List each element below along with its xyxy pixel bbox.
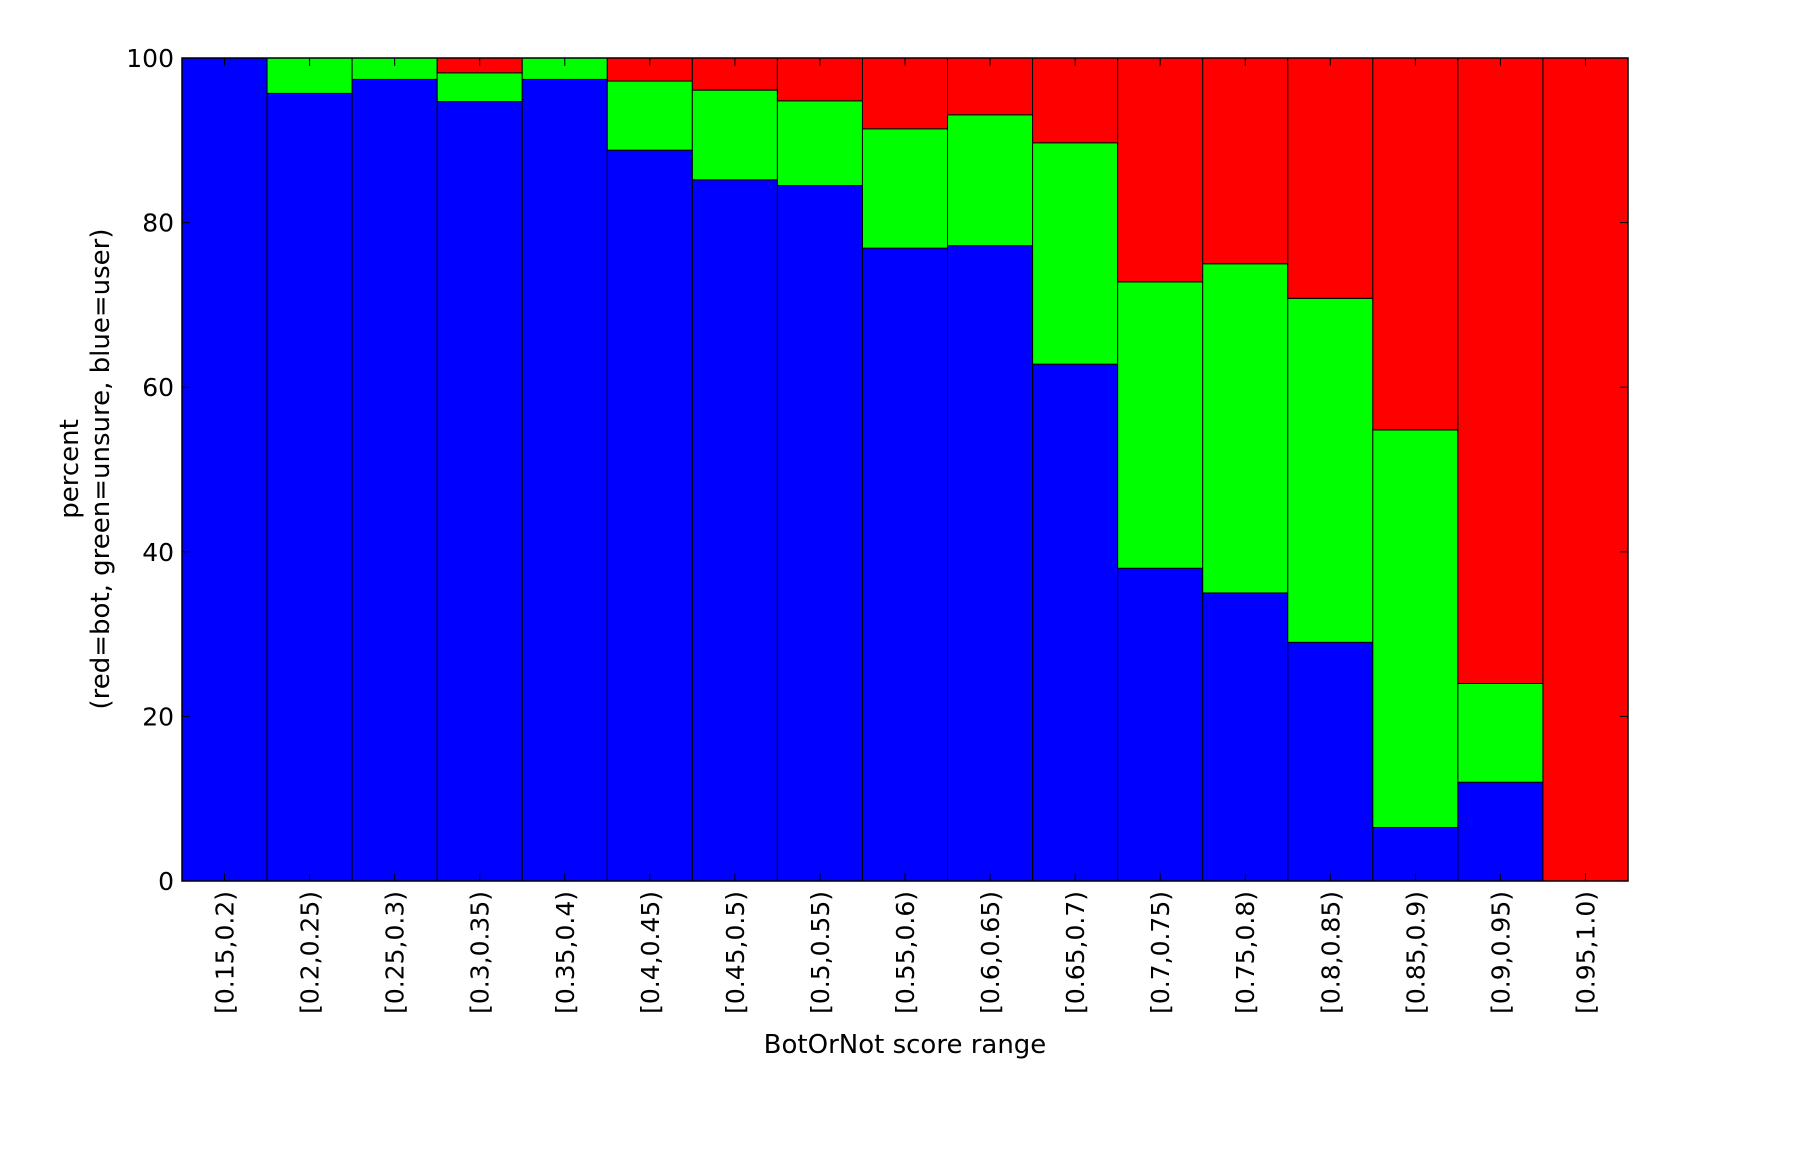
bar-user-1 — [266, 92, 353, 882]
x-tick-label-12: [0.75,0.8) — [1231, 891, 1260, 1014]
bar-bot-13 — [1287, 57, 1374, 299]
bar-unsure-11 — [1117, 281, 1204, 569]
x-tick-label-8: [0.55,0.6) — [891, 891, 920, 1014]
x-tick-label-13: [0.8,0.85) — [1316, 891, 1345, 1014]
bar-bot-16 — [1542, 57, 1629, 882]
x-tick-label-7: [0.5,0.55) — [806, 891, 835, 1014]
x-tick-label-0: [0.15,0.2) — [211, 891, 240, 1014]
bar-bot-10 — [1032, 57, 1119, 144]
y-tick-label-4: 80 — [142, 209, 174, 238]
x-tick-label-6: [0.45,0.5) — [721, 891, 750, 1014]
bar-user-3 — [436, 101, 523, 882]
y-axis-title-line1: percent — [55, 419, 85, 519]
bar-user-9 — [947, 245, 1034, 882]
ticks-layer — [182, 57, 1628, 882]
bar-user-8 — [861, 247, 949, 882]
y-tick-label-1: 20 — [142, 702, 174, 731]
bar-user-7 — [776, 185, 863, 882]
bar-unsure-13 — [1287, 297, 1374, 643]
plot-frame — [181, 57, 1629, 882]
bar-unsure-7 — [776, 100, 863, 187]
bar-user-11 — [1117, 567, 1204, 882]
bars-layer — [181, 57, 1629, 882]
x-tick-label-5: [0.4,0.45) — [636, 891, 665, 1014]
bar-user-4 — [521, 78, 608, 882]
bar-bot-9 — [947, 57, 1034, 116]
x-tick-label-15: [0.9,0.95) — [1486, 891, 1515, 1014]
bar-unsure-10 — [1032, 142, 1119, 365]
bar-unsure-12 — [1202, 263, 1289, 594]
x-tick-label-14: [0.85,0.9) — [1401, 891, 1430, 1014]
x-tick-label-3: [0.3,0.35) — [466, 891, 495, 1014]
bar-user-15 — [1457, 781, 1544, 882]
bar-bot-8 — [861, 57, 949, 130]
y-tick-label-2: 40 — [142, 538, 174, 567]
bar-bot-11 — [1117, 57, 1204, 283]
x-tick-label-11: [0.7,0.75) — [1146, 891, 1175, 1014]
y-tick-label-3: 60 — [142, 373, 174, 402]
x-tick-label-10: [0.65,0.7) — [1061, 891, 1090, 1014]
bar-unsure-9 — [947, 114, 1034, 247]
bar-user-13 — [1287, 641, 1374, 882]
labels-layer: 0 20 40 60 80 100 [0.15,0.2) [0.2,0.25) [0.25,0.… — [126, 44, 1600, 1014]
bar-unsure-8 — [861, 128, 949, 249]
bar-user-2 — [351, 78, 438, 882]
bar-user-14 — [1372, 827, 1459, 882]
bar-unsure-14 — [1372, 429, 1459, 829]
bar-user-12 — [1202, 592, 1289, 882]
bar-user-5 — [606, 149, 693, 882]
x-tick-label-2: [0.25,0.3) — [381, 891, 410, 1014]
x-tick-label-16: [0.95,1.0) — [1571, 891, 1600, 1014]
x-tick-label-4: [0.35,0.4) — [551, 891, 580, 1014]
bar-unsure-5 — [606, 80, 693, 151]
bar-unsure-15 — [1457, 682, 1544, 783]
y-axis-title-line2: (red=bot, green=unsure, blue=user) — [86, 228, 116, 709]
bar-bot-14 — [1372, 57, 1459, 431]
x-axis-title: BotOrNot score range — [764, 1030, 1047, 1060]
bar-bot-12 — [1202, 57, 1289, 265]
bar-user-10 — [1032, 363, 1119, 882]
bar-user-0 — [181, 57, 268, 882]
x-tick-label-1: [0.2,0.25) — [296, 891, 325, 1014]
bar-unsure-6 — [691, 89, 778, 181]
bar-unsure-3 — [436, 72, 523, 103]
y-tick-label-5: 100 — [126, 44, 174, 73]
y-tick-label-0: 0 — [158, 867, 174, 896]
bar-bot-15 — [1457, 57, 1544, 684]
bar-user-6 — [691, 179, 778, 882]
x-tick-label-9: [0.6,0.65) — [976, 891, 1005, 1014]
